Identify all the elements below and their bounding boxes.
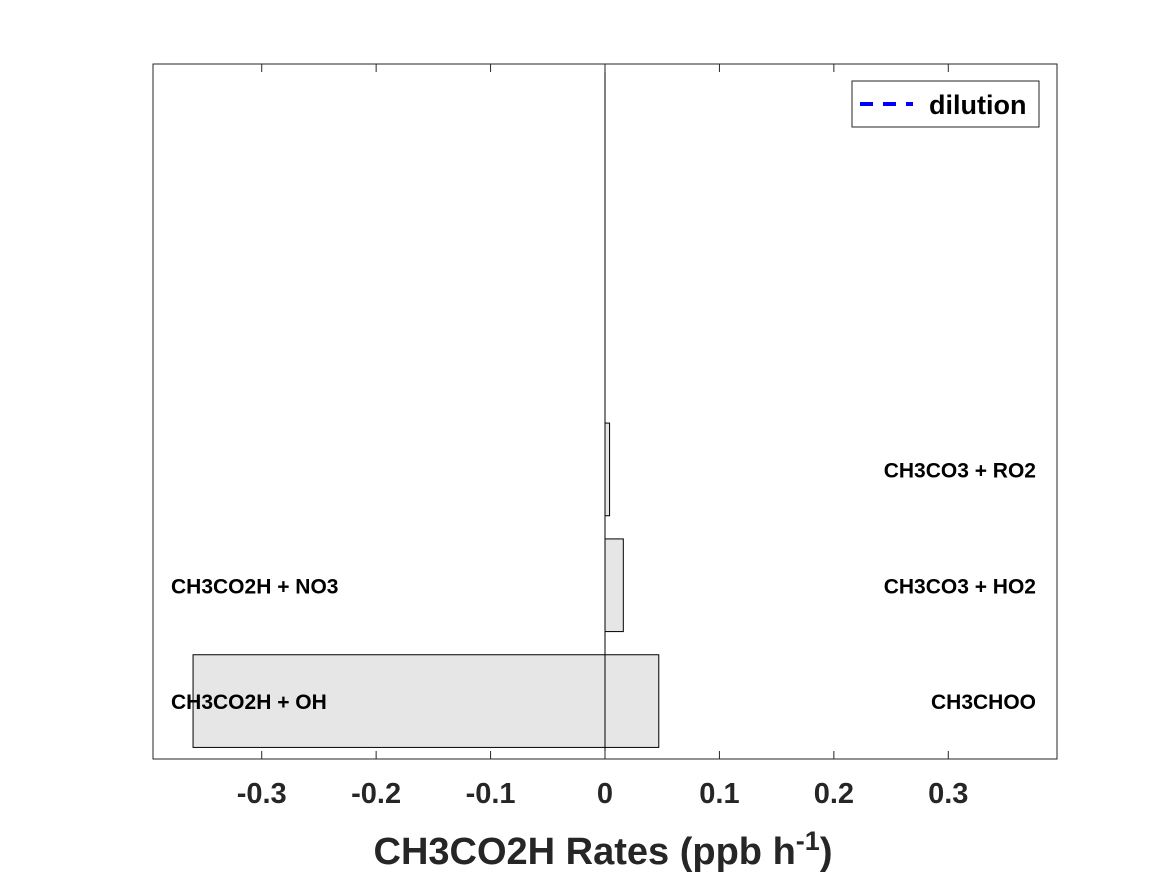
x-tick-label-1: -0.2 — [351, 778, 401, 810]
x-axis-title-main: CH3CO2H Rates (ppb h — [374, 831, 796, 873]
x-axis-title: CH3CO2H Rates (ppb h-1) — [374, 826, 833, 873]
ticks-group: -0.3 -0.2 -0.1 0 0.1 0.2 0.3 — [237, 64, 968, 810]
bar-positive-3 — [604, 422, 611, 517]
x-tick-label-0: -0.3 — [237, 778, 287, 810]
bar-label-positive-3: CH3CO3 + RO2 — [884, 459, 1036, 482]
bar-label-negative-2: CH3CO2H + NO3 — [171, 575, 338, 598]
x-axis-title-close: ) — [820, 831, 833, 873]
bar-label-positive-1: CH3CHOO — [931, 691, 1036, 714]
bar-positive-1 — [604, 654, 660, 748]
bar-positive-2 — [604, 538, 624, 633]
x-axis-title-superscript: -1 — [796, 826, 820, 856]
legend: dilution — [851, 80, 1040, 128]
bar-negative-1 — [192, 654, 606, 748]
x-tick-label-5: 0.2 — [814, 778, 854, 810]
legend-label-dilution: dilution — [929, 90, 1026, 120]
bar-labels-group: CH3CO2H + OH CH3CHOO CH3CO2H + NO3 CH3CO3 +… — [171, 459, 1036, 714]
x-tick-label-3: 0 — [597, 778, 613, 810]
bar-label-positive-2: CH3CO3 + HO2 — [884, 575, 1036, 598]
x-tick-label-6: 0.3 — [928, 778, 968, 810]
bars-group — [192, 422, 660, 748]
x-tick-label-2: -0.1 — [466, 778, 516, 810]
x-tick-label-4: 0.1 — [699, 778, 739, 810]
bar-label-negative-1: CH3CO2H + OH — [171, 691, 327, 714]
